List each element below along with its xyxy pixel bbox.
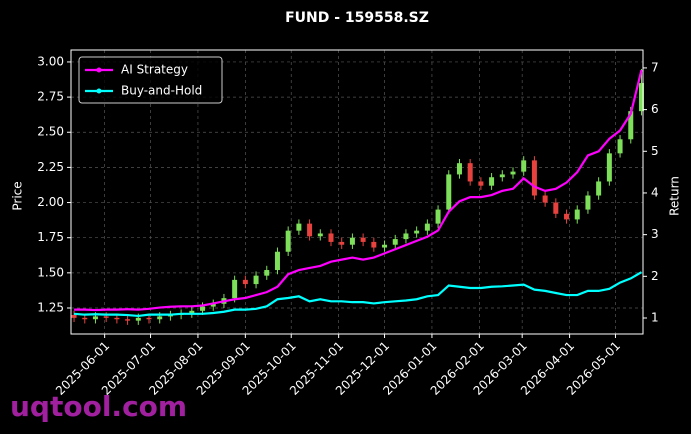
- candle-body: [564, 213, 570, 220]
- y2-tick-label: 4: [651, 185, 659, 199]
- y-tick-label: 2.50: [37, 125, 64, 139]
- candle-body: [71, 315, 77, 318]
- candle-body: [82, 317, 88, 320]
- candle-body: [232, 279, 238, 299]
- y-axis-label: Price: [11, 181, 25, 210]
- candle-body: [146, 317, 152, 320]
- candle-body: [489, 177, 495, 186]
- y2-tick-label: 6: [651, 102, 659, 116]
- candle-body: [628, 111, 634, 140]
- y-tick-label: 2.75: [37, 90, 64, 104]
- y-tick-label: 3.00: [37, 54, 64, 68]
- chart-title: FUND - 159558.SZ: [285, 10, 429, 26]
- candle-body: [157, 316, 163, 320]
- candle-body: [92, 316, 98, 320]
- candle-body: [596, 181, 602, 196]
- candle-body: [435, 209, 441, 224]
- candle-body: [360, 237, 366, 242]
- candle-body: [349, 237, 355, 245]
- candle-body: [242, 279, 248, 285]
- y2-tick-label: 7: [651, 60, 659, 74]
- candle-body: [499, 174, 505, 178]
- legend-marker: [96, 88, 102, 94]
- line-series: [74, 69, 643, 312]
- candle-body: [253, 275, 259, 285]
- watermark: uqtool.com: [10, 390, 187, 423]
- candle-body: [606, 153, 612, 182]
- y-tick-label: 1.75: [37, 230, 64, 244]
- candle-body: [264, 270, 270, 276]
- candle-body: [285, 230, 291, 252]
- candle-body: [307, 223, 313, 237]
- y-tick-label: 1.50: [37, 265, 64, 279]
- y2-tick-label: 3: [651, 227, 659, 241]
- candle-body: [521, 160, 527, 172]
- legend-box: [78, 56, 223, 104]
- candle-body: [617, 139, 623, 154]
- plot-area: [71, 50, 644, 334]
- candle-body: [574, 209, 580, 220]
- candle-body: [371, 241, 377, 248]
- legend-marker: [96, 67, 102, 73]
- candle-body: [542, 195, 548, 203]
- candle-body: [210, 303, 216, 307]
- y2-tick-label: 1: [651, 310, 659, 324]
- candle-body: [446, 174, 452, 210]
- candle-body: [135, 317, 141, 321]
- candle-body: [456, 163, 462, 175]
- y-tick-label: 2.25: [37, 160, 64, 174]
- line-series: [73, 271, 643, 318]
- candle-body: [392, 239, 398, 245]
- candle-body: [114, 317, 120, 320]
- candle-body: [638, 83, 644, 112]
- candle-body: [403, 233, 409, 240]
- y2-tick-label: 5: [651, 144, 659, 158]
- candle-body: [103, 316, 109, 318]
- plot-frame: [70, 49, 644, 335]
- candle-body: [467, 163, 473, 182]
- y-tick-label: 1.25: [37, 300, 64, 314]
- candle-body: [553, 202, 559, 214]
- candle-body: [585, 195, 591, 210]
- y2-axis-label: Return: [668, 176, 682, 216]
- candle-body: [189, 310, 195, 314]
- y-tick-label: 2.00: [37, 195, 64, 209]
- candle-body: [296, 223, 302, 231]
- candle-body: [274, 251, 280, 271]
- legend-label: AI Strategy: [121, 63, 188, 77]
- legend-label: Buy-and-Hold: [121, 84, 202, 98]
- y2-tick-label: 2: [651, 269, 659, 283]
- candle-body: [531, 160, 537, 196]
- candle-body: [382, 244, 388, 248]
- candle-body: [328, 233, 334, 242]
- candle-body: [125, 319, 131, 321]
- candle-body: [317, 233, 323, 237]
- candle-body: [414, 230, 420, 234]
- candle-body: [510, 171, 516, 175]
- candle-body: [200, 306, 206, 311]
- candle-body: [478, 181, 484, 186]
- candle-body: [424, 223, 430, 231]
- candle-body: [339, 241, 345, 245]
